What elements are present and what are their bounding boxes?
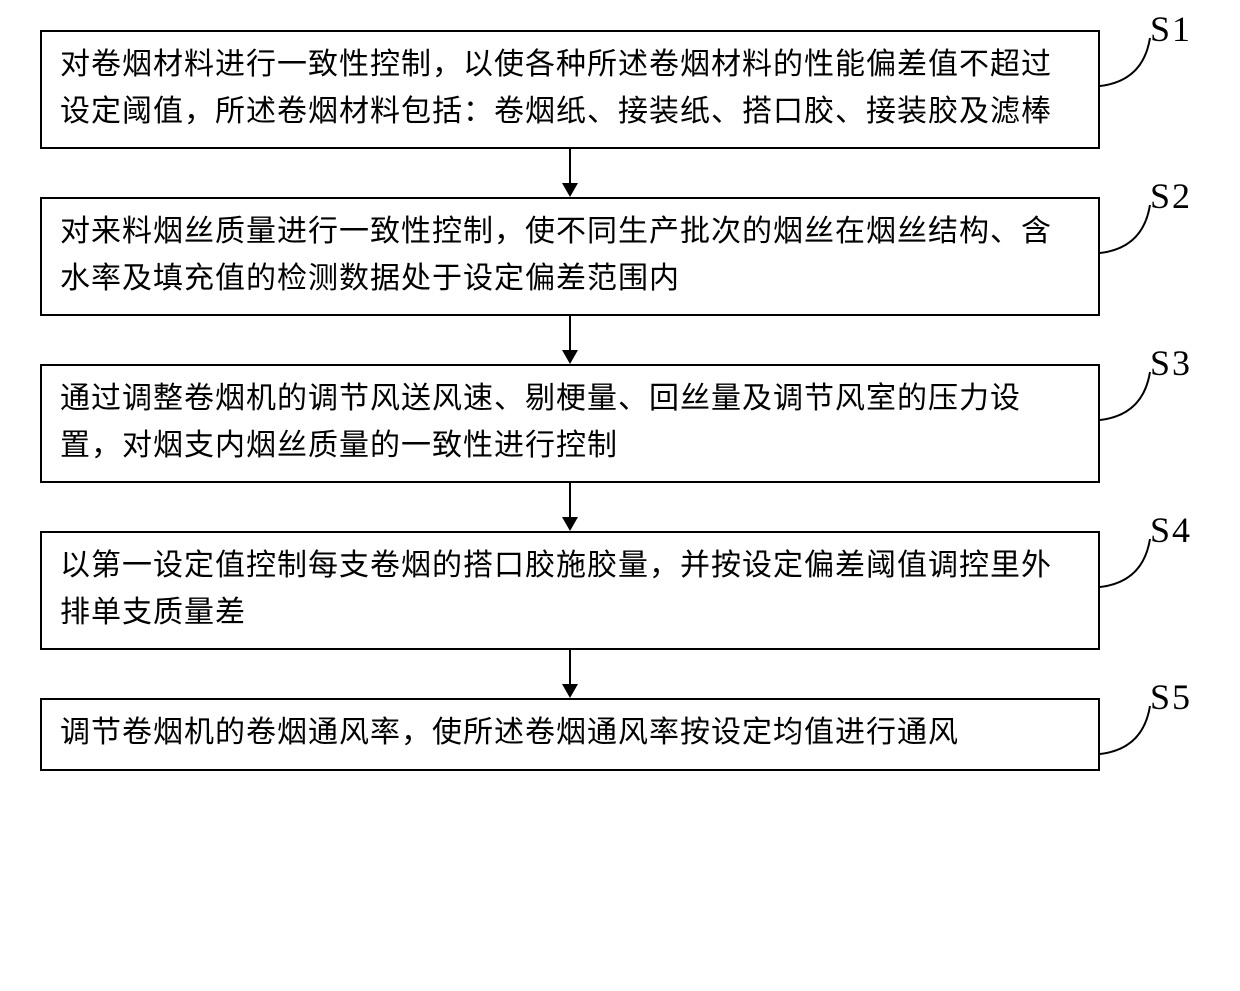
step-box: 以第一设定值控制每支卷烟的搭口胶施胶量，并按设定偏差阈值调控里外排单支质量差: [40, 531, 1100, 650]
arrow-connector: [40, 316, 1100, 364]
step-box: 对来料烟丝质量进行一致性控制，使不同生产批次的烟丝在烟丝结构、含水率及填充值的检…: [40, 197, 1100, 316]
step-box: 调节卷烟机的卷烟通风率，使所述卷烟通风率按设定均值进行通风: [40, 698, 1100, 771]
arrow-connector: [40, 650, 1100, 698]
step-label: S1: [1150, 8, 1192, 50]
step-label: S4: [1150, 509, 1192, 551]
step-s4: 以第一设定值控制每支卷烟的搭口胶施胶量，并按设定偏差阈值调控里外排单支质量差 S…: [40, 531, 1200, 650]
flowchart: 对卷烟材料进行一致性控制，以使各种所述卷烟材料的性能偏差值不超过设定阈值，所述卷…: [40, 30, 1200, 771]
step-box: 对卷烟材料进行一致性控制，以使各种所述卷烟材料的性能偏差值不超过设定阈值，所述卷…: [40, 30, 1100, 149]
arrow-connector: [40, 483, 1100, 531]
step-s5: 调节卷烟机的卷烟通风率，使所述卷烟通风率按设定均值进行通风 S5: [40, 698, 1200, 771]
step-s3: 通过调整卷烟机的调节风送风速、剔梗量、回丝量及调节风室的压力设置，对烟支内烟丝质…: [40, 364, 1200, 483]
step-label: S5: [1150, 676, 1192, 718]
step-label: S3: [1150, 342, 1192, 384]
arrow-connector: [40, 149, 1100, 197]
step-s1: 对卷烟材料进行一致性控制，以使各种所述卷烟材料的性能偏差值不超过设定阈值，所述卷…: [40, 30, 1200, 149]
step-box: 通过调整卷烟机的调节风送风速、剔梗量、回丝量及调节风室的压力设置，对烟支内烟丝质…: [40, 364, 1100, 483]
step-label: S2: [1150, 175, 1192, 217]
step-s2: 对来料烟丝质量进行一致性控制，使不同生产批次的烟丝在烟丝结构、含水率及填充值的检…: [40, 197, 1200, 316]
